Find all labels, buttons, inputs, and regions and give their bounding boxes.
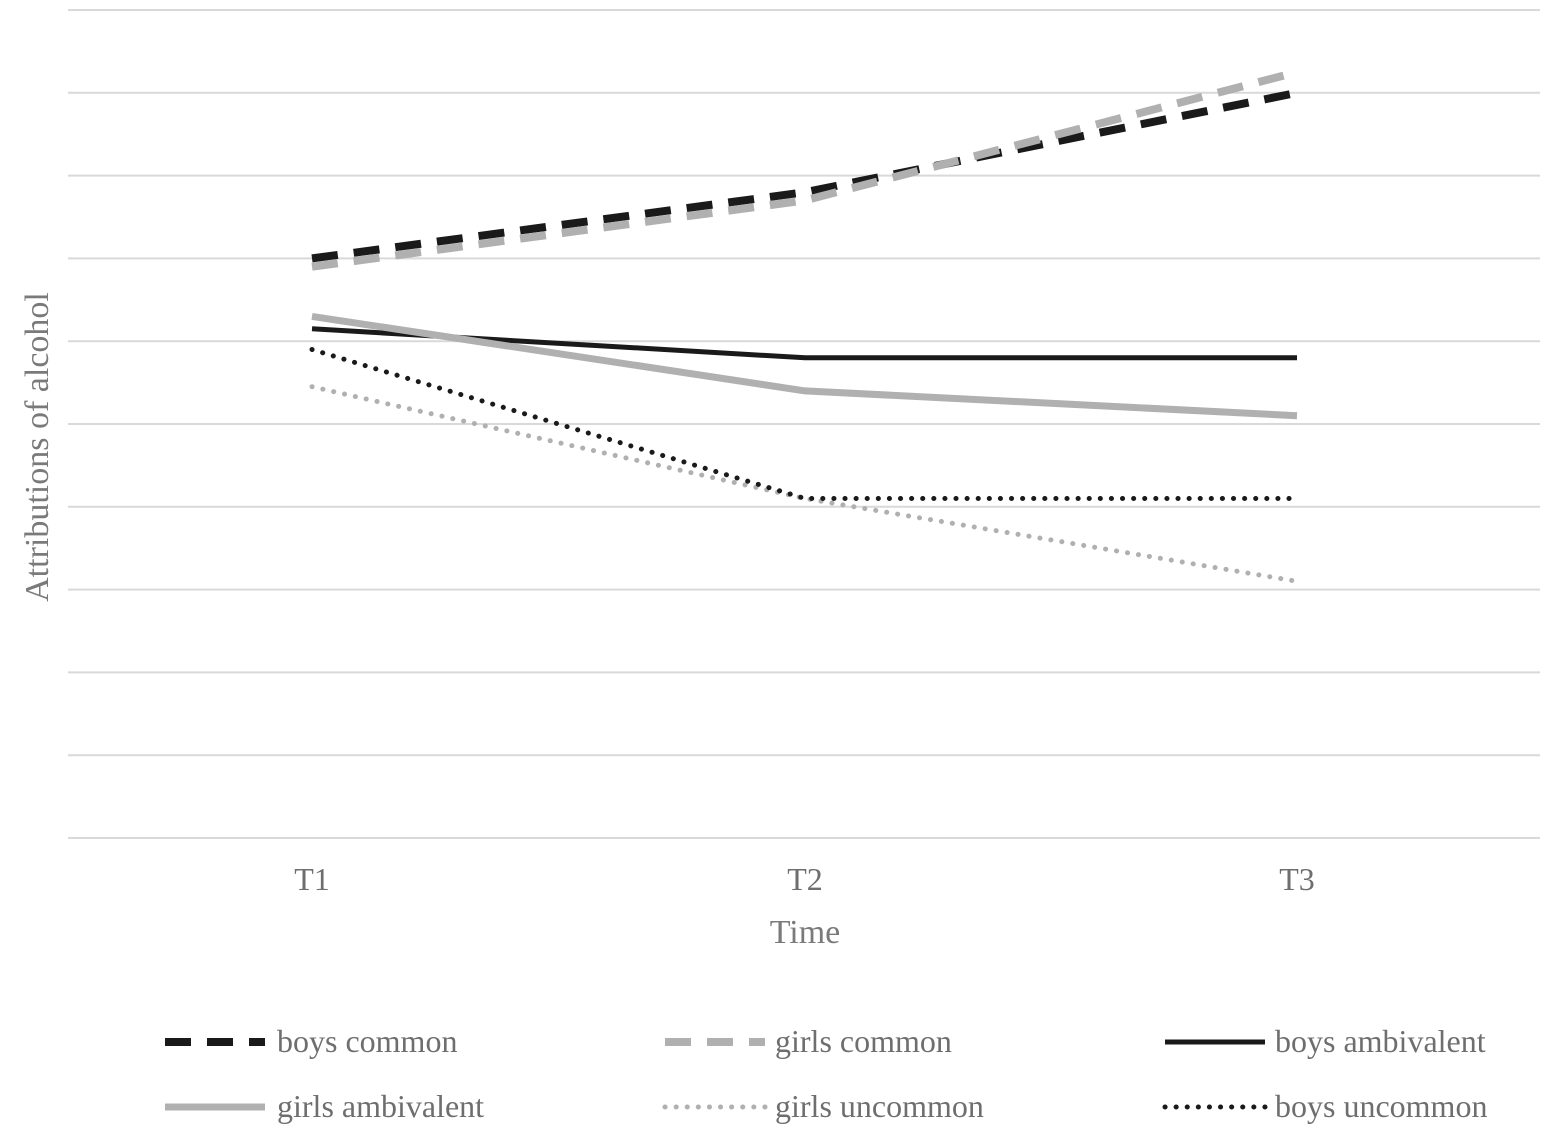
legend-label: boys uncommon bbox=[1275, 1088, 1487, 1124]
series-lines bbox=[309, 68, 1300, 584]
x-tick-label: T1 bbox=[294, 861, 330, 897]
legend-label: girls ambivalent bbox=[277, 1088, 484, 1124]
legend-label: boys common bbox=[277, 1023, 457, 1059]
legend-label: boys ambivalent bbox=[1275, 1023, 1486, 1059]
legend: boys common girls common boys ambivalent gi… bbox=[165, 1023, 1487, 1124]
x-tick-label: T3 bbox=[1279, 861, 1315, 897]
x-tick-labels: T1 T2 T3 bbox=[294, 861, 1315, 897]
series-line-boys-ambivalent bbox=[311, 326, 1297, 361]
series-line-boys-uncommon bbox=[309, 347, 1300, 501]
legend-label: girls uncommon bbox=[775, 1088, 984, 1124]
x-tick-label: T2 bbox=[787, 861, 823, 897]
gridlines bbox=[68, 9, 1540, 839]
y-axis-title: Attributions of alcohol bbox=[19, 292, 56, 602]
series-line-girls-ambivalent bbox=[311, 312, 1298, 420]
legend-label: girls common bbox=[775, 1023, 952, 1059]
x-axis-title: Time bbox=[770, 914, 841, 951]
series-line-girls-uncommon bbox=[309, 384, 1300, 584]
